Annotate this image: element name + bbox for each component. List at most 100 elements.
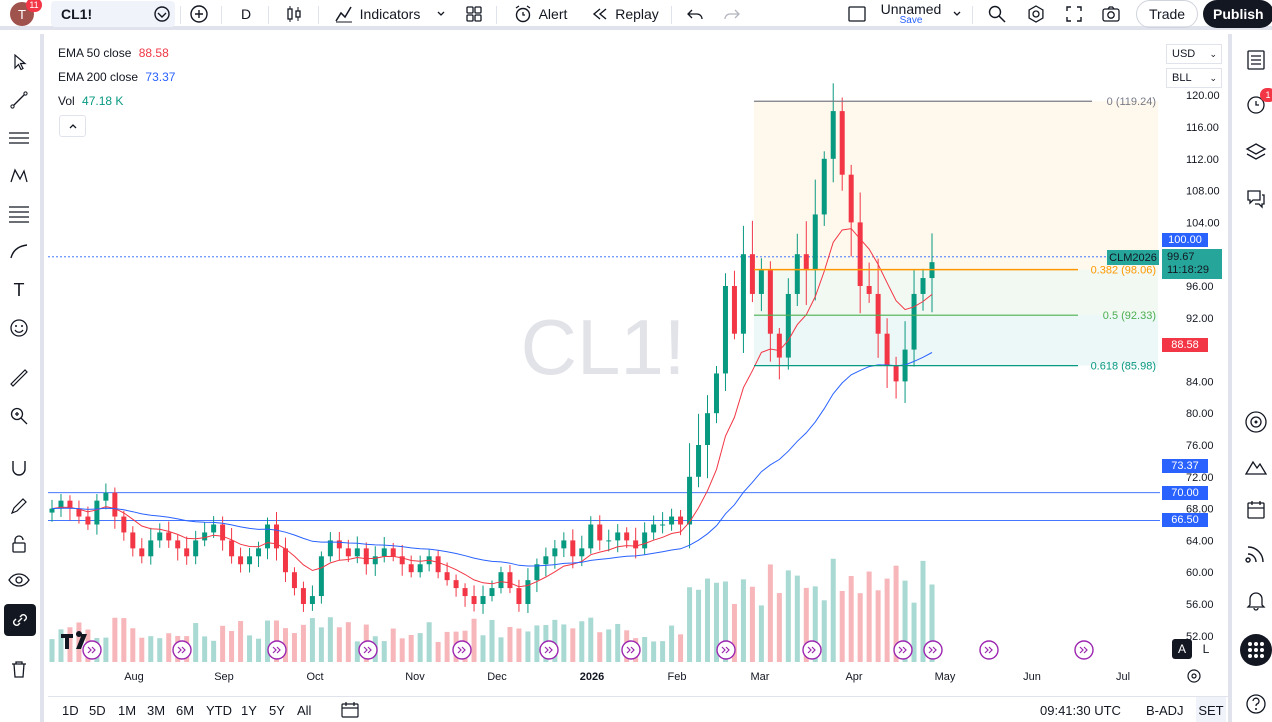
interval-button[interactable]: D	[240, 6, 252, 22]
volume-bar	[929, 584, 935, 662]
range-1m-button[interactable]: 1M	[118, 702, 137, 718]
volume-bar	[911, 602, 917, 662]
emoji-icon[interactable]	[6, 315, 32, 341]
log-scale-button[interactable]: L	[1202, 642, 1210, 656]
pattern-icon[interactable]	[6, 163, 32, 189]
templates-grid-icon[interactable]	[462, 0, 486, 28]
time-axis-label: 2026	[580, 671, 604, 683]
candle-body	[812, 214, 818, 271]
candle-body	[453, 580, 459, 589]
ema200-legend[interactable]: EMA 200 close 73.37	[58, 70, 175, 84]
pencil-lock-icon[interactable]	[6, 493, 32, 519]
auto-scale-button[interactable]: A	[1172, 639, 1192, 659]
candle-body	[803, 254, 809, 271]
apps-grid-icon[interactable]	[1240, 634, 1272, 666]
indicators-button[interactable]: Indicators	[330, 0, 424, 28]
link-icon[interactable]	[4, 604, 36, 636]
magnet-icon[interactable]	[6, 455, 32, 481]
chat-icon[interactable]	[1242, 184, 1270, 212]
vol-value: 47.18 K	[82, 94, 124, 108]
tradingview-logo[interactable]	[60, 631, 94, 651]
last-price: 99.67	[1167, 251, 1195, 263]
candle-body	[372, 556, 378, 565]
trend-line-icon[interactable]	[6, 87, 32, 113]
candle-body	[839, 111, 845, 175]
layout-save-label[interactable]: Save	[899, 15, 923, 26]
compare-icon[interactable]	[150, 0, 174, 28]
replay-marker-arrow	[626, 646, 635, 654]
notifications-bell-icon[interactable]	[1242, 586, 1270, 614]
adjustment-toggle[interactable]: B-ADJ	[1146, 702, 1184, 718]
volume-bar	[651, 641, 657, 662]
lock-icon[interactable]	[6, 531, 32, 557]
user-menu[interactable]: T 11	[6, 0, 42, 28]
help-icon[interactable]	[1242, 690, 1270, 718]
ruler-icon[interactable]	[6, 365, 32, 391]
volume-bar	[812, 586, 818, 662]
date-range-calendar-icon[interactable]	[338, 697, 362, 722]
range-5d-button[interactable]: 5D	[89, 702, 106, 718]
range-1y-button[interactable]: 1Y	[241, 702, 257, 718]
zoom-icon[interactable]	[6, 403, 32, 429]
range-6m-button[interactable]: 6M	[176, 702, 195, 718]
volume-legend[interactable]: Vol 47.18 K	[58, 94, 123, 108]
volume-bar	[211, 640, 217, 662]
fib-retracement-icon[interactable]	[6, 201, 32, 227]
alert-button[interactable]: Alert	[508, 0, 572, 28]
watchlist-icon[interactable]	[1242, 46, 1270, 74]
layers-icon[interactable]	[1242, 138, 1270, 166]
range-all-button[interactable]: All	[297, 702, 312, 718]
volume-bar	[229, 631, 235, 662]
layout-name[interactable]: Unnamed Save	[876, 0, 946, 28]
camera-icon[interactable]	[1098, 0, 1124, 28]
unit-select[interactable]: BLL ⌄	[1166, 68, 1222, 88]
price-axis-label: 96.00	[1186, 281, 1214, 293]
price-chart[interactable]: 0 (119.24) 0.382 (98.06) 0.5 (92.33) 0.618 …	[48, 38, 1228, 696]
volume-bar	[238, 621, 244, 662]
calendar-icon[interactable]	[1242, 496, 1270, 524]
range-5y-button[interactable]: 5Y	[269, 702, 285, 718]
candle-body	[291, 572, 297, 589]
brush-icon[interactable]	[6, 239, 32, 265]
replay-marker-arrow	[807, 646, 816, 654]
publish-button[interactable]: Publish	[1203, 0, 1272, 28]
time-settings-icon[interactable]	[1186, 668, 1202, 684]
layout-icon[interactable]	[845, 0, 869, 28]
candle-body	[830, 111, 836, 159]
currency-chevron-icon: ⌄	[1209, 48, 1217, 59]
trade-button[interactable]: Trade	[1136, 0, 1199, 28]
vol-label: Vol	[58, 94, 75, 108]
ema50-legend[interactable]: EMA 50 close 88.58	[58, 46, 169, 60]
replay-button[interactable]: Replay	[588, 0, 662, 28]
text-icon[interactable]: T	[13, 279, 25, 300]
range-1d-button[interactable]: 1D	[62, 702, 79, 718]
target-icon[interactable]	[1242, 408, 1270, 436]
redo-icon[interactable]	[720, 0, 744, 28]
broadcast-icon[interactable]	[1242, 540, 1270, 568]
alerts-clock-icon[interactable]	[1242, 90, 1270, 118]
collapse-legend-button[interactable]	[59, 115, 86, 137]
replay-marker-arrow	[272, 646, 281, 654]
candle-body	[857, 222, 863, 286]
settings-gear-icon[interactable]	[1023, 0, 1049, 28]
candle-body	[121, 516, 127, 533]
session-toggle[interactable]: SET	[1196, 697, 1226, 722]
candle-style-icon[interactable]	[282, 0, 306, 28]
undo-icon[interactable]	[683, 0, 707, 28]
range-3m-button[interactable]: 3M	[147, 702, 166, 718]
trash-icon[interactable]	[6, 656, 32, 682]
candle-body	[669, 516, 675, 525]
currency-select[interactable]: USD ⌄	[1166, 44, 1222, 64]
layout-chevron-icon[interactable]	[950, 0, 964, 28]
price-axis-label: 104.00	[1186, 217, 1220, 229]
utc-clock[interactable]: 09:41:30 UTC	[1040, 702, 1121, 718]
range-ytd-button[interactable]: YTD	[206, 702, 232, 718]
horizontal-lines-icon[interactable]	[6, 125, 32, 151]
fullscreen-icon[interactable]	[1061, 0, 1087, 28]
mountain-icon[interactable]	[1242, 452, 1270, 480]
cursor-icon[interactable]	[6, 49, 32, 75]
add-symbol-icon[interactable]	[187, 0, 211, 28]
eye-icon[interactable]	[6, 567, 32, 593]
chevron-down-icon[interactable]	[434, 0, 448, 28]
quick-search-icon[interactable]	[984, 0, 1010, 28]
